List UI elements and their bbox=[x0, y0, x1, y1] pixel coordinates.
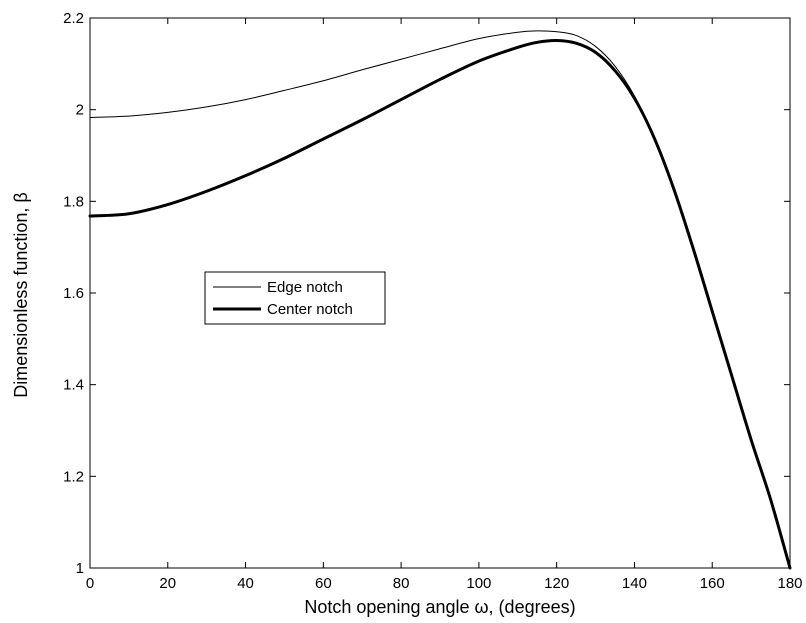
plot-area: 0 20 40 60 80 100 120 140 160 180 1 1.2 1.4 1.6 1.8 2 2.… bbox=[63, 10, 802, 592]
x-tick-label: 20 bbox=[159, 575, 176, 592]
x-tick-label: 160 bbox=[700, 575, 725, 592]
y-tick-label: 2 bbox=[76, 102, 84, 119]
legend-label-center-notch: Center notch bbox=[267, 301, 353, 318]
y-tick-label: 1.6 bbox=[63, 285, 84, 302]
x-tick-label: 180 bbox=[777, 575, 802, 592]
y-tick-label: 1 bbox=[76, 560, 84, 577]
legend: Edge notch Center notch bbox=[204, 271, 386, 325]
y-tick-label: 1.4 bbox=[63, 377, 84, 394]
x-tick-label: 80 bbox=[393, 575, 410, 592]
x-axis-label: Notch opening angle ω, (degrees) bbox=[304, 597, 575, 617]
plot-frame bbox=[89, 17, 791, 569]
x-tick-label: 60 bbox=[315, 575, 332, 592]
legend-label-edge-notch: Edge notch bbox=[267, 279, 343, 296]
series-line-edge-notch bbox=[89, 30, 791, 569]
y-tick-label: 2.2 bbox=[63, 10, 84, 27]
x-tick-label: 40 bbox=[237, 575, 254, 592]
x-tick-label: 0 bbox=[86, 575, 94, 592]
x-tick-label: 120 bbox=[544, 575, 569, 592]
legend-box bbox=[204, 271, 386, 325]
y-tick-label: 1.2 bbox=[63, 468, 84, 485]
y-axis-label: Dimensionless function, β bbox=[11, 192, 31, 397]
x-tick-label: 140 bbox=[622, 575, 647, 592]
x-tick-label: 100 bbox=[466, 575, 491, 592]
series-line-center-notch bbox=[88, 38, 792, 570]
y-tick-label: 1.8 bbox=[63, 193, 84, 210]
